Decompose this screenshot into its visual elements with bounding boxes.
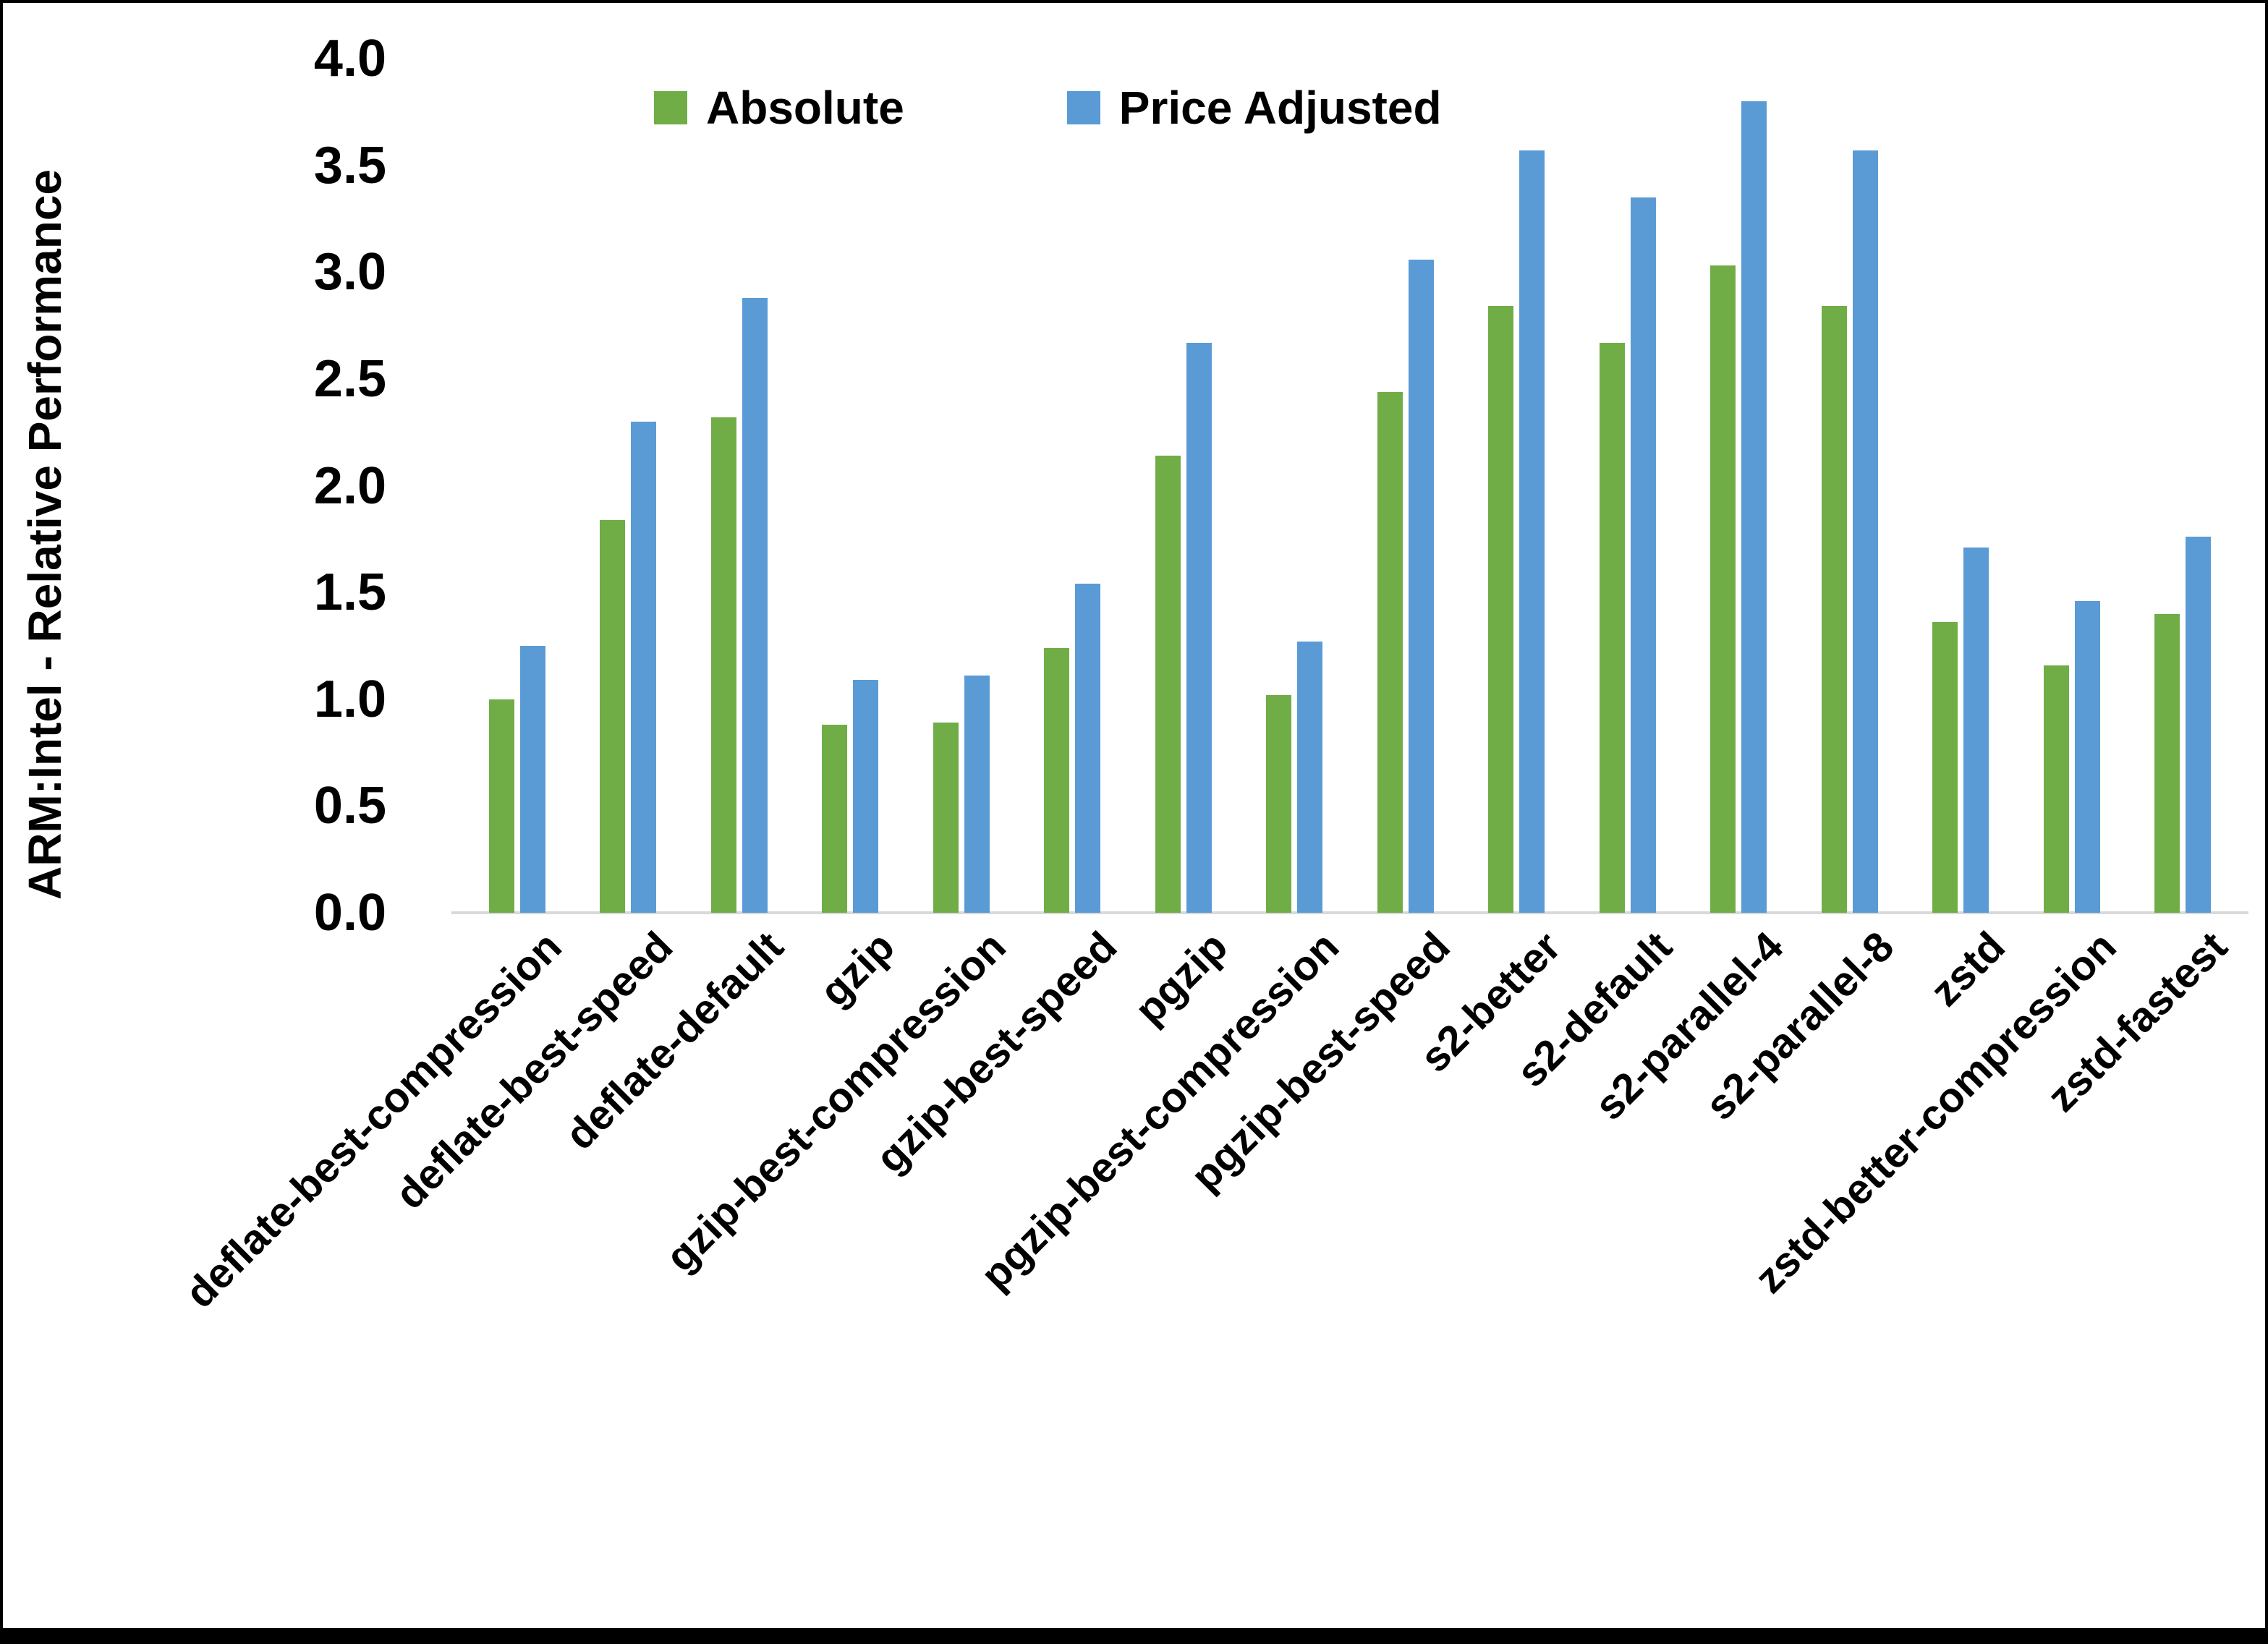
bar-absolute-deflate-best-compression xyxy=(488,699,514,913)
y-axis-tick-label: 4.0 xyxy=(313,30,386,88)
bar-absolute-gzip xyxy=(822,725,848,913)
y-axis-tick-label: 3.5 xyxy=(313,136,386,195)
bar-price-adjusted-zstd xyxy=(1963,548,1989,913)
bar-absolute-s2-default xyxy=(1599,342,1625,913)
y-axis-title: ARM:Intel - Relative Performance xyxy=(19,169,71,900)
bar-absolute-gzip-best-compression xyxy=(933,723,959,913)
bar-absolute-pgzip-best-speed xyxy=(1377,391,1403,913)
bar-price-adjusted-pgzip-best-speed xyxy=(1408,259,1434,913)
bar-absolute-s2-parallel-4 xyxy=(1710,265,1736,913)
bar-absolute-zstd-fastest xyxy=(2154,613,2180,913)
bar-price-adjusted-s2-better xyxy=(1519,150,1545,913)
bar-price-adjusted-deflate-default xyxy=(742,297,768,913)
legend-swatch-absolute xyxy=(654,91,687,124)
bar-absolute-s2-parallel-8 xyxy=(1821,306,1847,913)
y-axis-tick-label: 0.0 xyxy=(313,884,386,942)
bar-price-adjusted-gzip-best-speed xyxy=(1075,584,1101,913)
legend-label-price-adjusted: Price Adjusted xyxy=(1118,82,1442,134)
legend-label-absolute: Absolute xyxy=(706,82,904,134)
bar-absolute-gzip-best-speed xyxy=(1044,647,1070,913)
y-axis-tick-label: 0.5 xyxy=(313,777,386,835)
bar-price-adjusted-gzip-best-compression xyxy=(964,676,990,913)
bar-price-adjusted-pgzip-best-compression xyxy=(1297,642,1323,913)
bar-absolute-deflate-best-speed xyxy=(600,519,626,913)
x-axis-label-zstd: zstd xyxy=(1921,922,2015,1015)
bar-absolute-pgzip-best-compression xyxy=(1266,694,1292,913)
y-axis-tick-label: 1.0 xyxy=(313,670,386,728)
legend-swatch-price-adjusted xyxy=(1066,91,1100,124)
legend-item-price-adjusted: Price Adjusted xyxy=(1066,81,1442,135)
bar-price-adjusted-deflate-best-compression xyxy=(519,645,545,913)
bar-price-adjusted-gzip xyxy=(853,680,879,913)
chart-legend: Absolute Price Adjusted xyxy=(654,81,1442,135)
x-axis-label-gzip: gzip xyxy=(811,922,904,1015)
y-axis-tick-label: 2.5 xyxy=(313,349,386,408)
bar-price-adjusted-pgzip xyxy=(1186,342,1212,913)
bar-absolute-zstd-better-compression xyxy=(2043,665,2069,913)
y-axis-tick-label: 1.5 xyxy=(313,563,386,622)
x-axis-line xyxy=(451,911,2248,914)
bar-absolute-s2-better xyxy=(1488,306,1514,913)
y-axis-tick-label: 3.0 xyxy=(313,243,386,302)
bar-price-adjusted-zstd-fastest xyxy=(2186,537,2212,913)
y-axis-tick-label: 2.0 xyxy=(313,456,386,515)
bar-price-adjusted-deflate-best-speed xyxy=(631,421,657,913)
bar-absolute-zstd xyxy=(1932,622,1958,913)
bar-price-adjusted-s2-default xyxy=(1630,197,1656,913)
legend-item-absolute: Absolute xyxy=(654,81,904,135)
bar-price-adjusted-zstd-better-compression xyxy=(2074,600,2100,913)
bar-absolute-pgzip xyxy=(1155,456,1181,913)
bar-absolute-deflate-default xyxy=(710,417,736,913)
bar-price-adjusted-s2-parallel-8 xyxy=(1852,150,1878,913)
bar-price-adjusted-s2-parallel-4 xyxy=(1741,101,1767,913)
